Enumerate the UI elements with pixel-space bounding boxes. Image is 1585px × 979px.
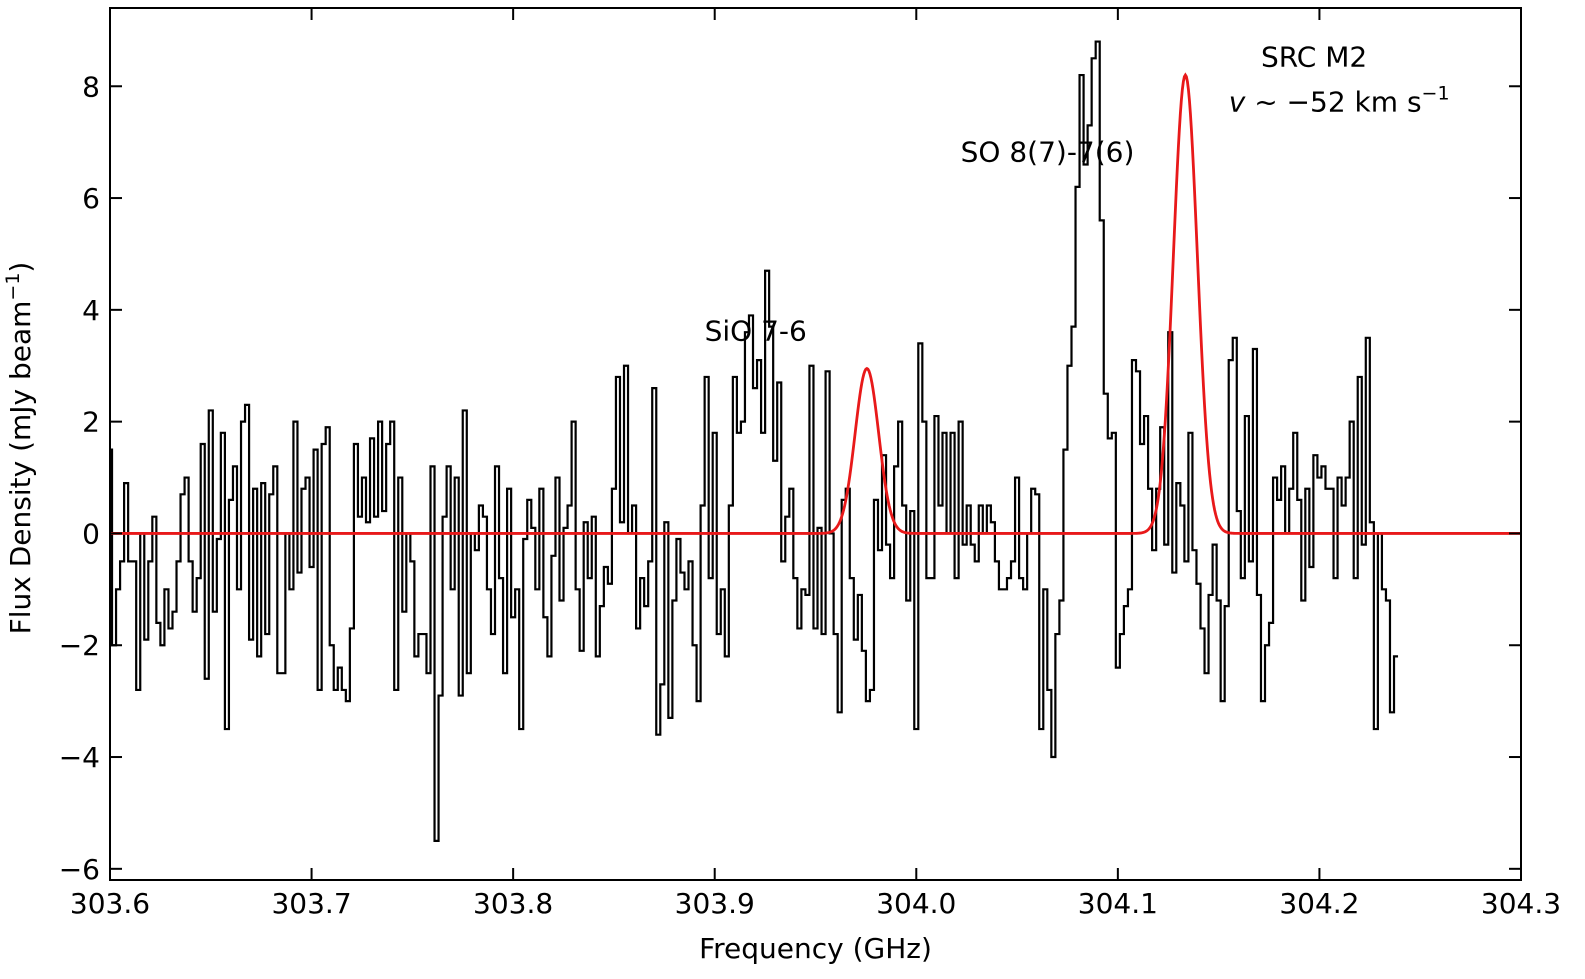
y-tick-label: 4 — [82, 294, 100, 327]
gaussian-fit-line — [110, 72, 1521, 535]
y-axis-title-close: ) — [4, 262, 37, 273]
axes-frame — [109, 7, 1522, 881]
y-tick-label: −6 — [59, 853, 100, 886]
velocity-symbol: v — [1229, 85, 1246, 118]
y-tick-label: 2 — [82, 406, 100, 439]
velocity-exp: −1 — [1422, 82, 1450, 104]
y-tick-label: −2 — [59, 629, 100, 662]
x-tick-label: 303.8 — [473, 887, 553, 920]
y-tick-label: 0 — [82, 517, 100, 550]
velocity-value: ~ −52 km s — [1245, 85, 1421, 118]
text-layer: 303.6 303.7 303.8 303.9 304.0 304.1 304.2 304.3… — [2, 41, 1561, 965]
y-tick-label: 6 — [82, 182, 100, 215]
x-tick-label: 304.0 — [876, 887, 956, 920]
x-axis-title: Frequency (GHz) — [699, 932, 932, 965]
axes-layer — [109, 7, 1522, 881]
y-tick-label: 8 — [82, 70, 100, 103]
x-tick-label: 303.9 — [675, 887, 755, 920]
y-axis-title-exp: −1 — [2, 273, 24, 301]
data-layer — [110, 40, 1521, 842]
x-tick-label: 304.2 — [1279, 887, 1359, 920]
y-axis-title: Flux Density (mJy beam−1) — [2, 262, 37, 635]
x-tick-label: 304.1 — [1078, 887, 1158, 920]
velocity-annotation: v ~ −52 km s−1 — [1229, 82, 1450, 118]
line-annotation: SO 8(7)-7(6) — [961, 136, 1135, 169]
x-tick-label: 303.6 — [70, 887, 150, 920]
x-tick-label: 303.7 — [271, 887, 351, 920]
x-tick-label: 304.3 — [1481, 887, 1561, 920]
y-axis-title-main: Flux Density (mJy beam — [4, 301, 37, 635]
spectrum-step-line — [110, 40, 1399, 842]
y-tick-label: −4 — [59, 741, 100, 774]
line-annotation: SRC M2 — [1261, 41, 1367, 74]
line-annotation: SiO 7-6 — [705, 315, 807, 348]
